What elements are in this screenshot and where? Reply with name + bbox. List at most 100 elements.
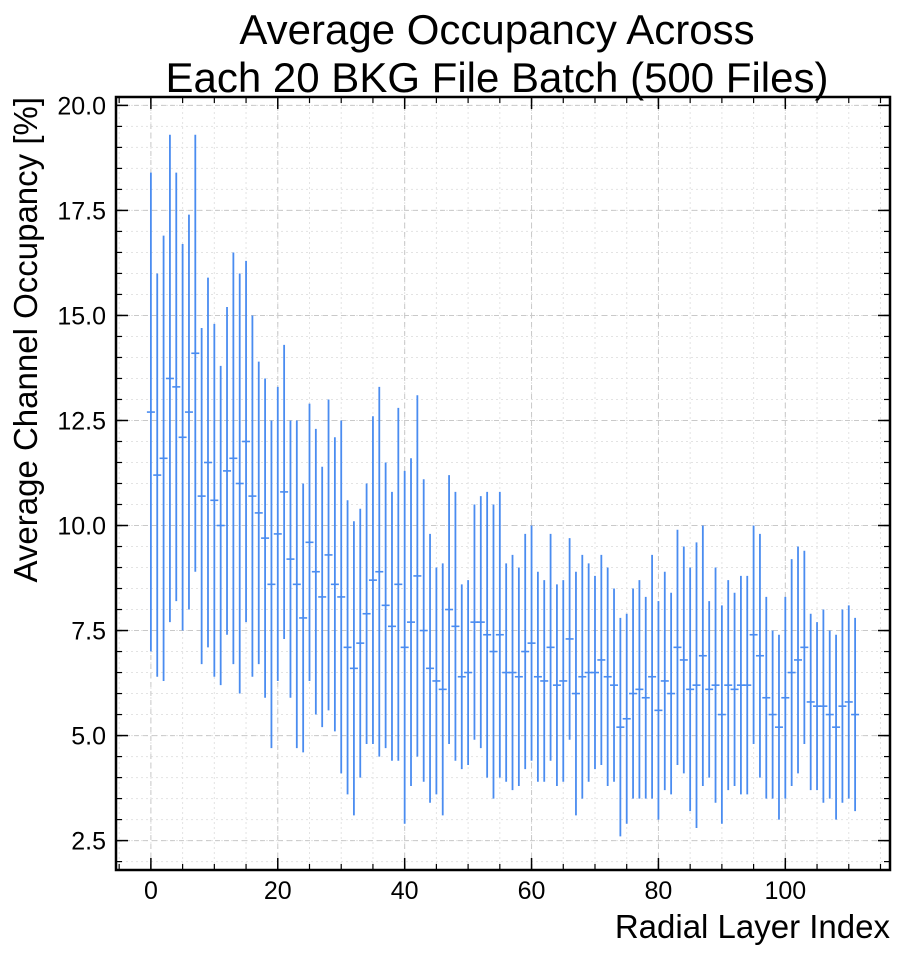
error-bar-point	[330, 437, 339, 732]
error-bar-point	[749, 525, 758, 744]
error-bar-point	[717, 605, 726, 824]
error-bar-point	[153, 273, 162, 677]
error-bar-point	[540, 580, 549, 782]
chart-title-line: Each 20 BKG File Batch (500 Files)	[166, 54, 829, 101]
error-bar-point	[375, 386, 384, 757]
error-bar-point	[483, 491, 492, 778]
error-bar-point	[730, 592, 739, 786]
error-bar-point	[419, 479, 428, 782]
x-tick-label: 80	[645, 877, 673, 905]
error-bar-point	[311, 428, 320, 715]
error-bar-point	[698, 525, 707, 786]
error-bar-point	[318, 466, 327, 728]
error-bar-point	[800, 550, 809, 744]
error-bar-point	[552, 584, 561, 786]
y-tick-label: 5.0	[71, 723, 106, 751]
error-bar-point	[438, 563, 447, 816]
error-bar-point	[660, 571, 669, 791]
error-bar-point	[400, 470, 409, 824]
x-tick-label: 20	[264, 877, 292, 905]
error-bar-point	[451, 491, 460, 761]
y-tick-label: 12.5	[57, 407, 106, 435]
error-bar-point	[368, 416, 377, 744]
error-bar-point	[178, 244, 187, 631]
error-bar-point	[844, 605, 853, 799]
chart-title-line: Average Occupancy Across	[239, 6, 754, 53]
error-bars	[146, 134, 860, 837]
y-tick-label: 7.5	[71, 618, 106, 646]
error-bar-point	[172, 172, 181, 602]
error-bar-point	[571, 571, 580, 816]
error-bar-point	[216, 365, 225, 686]
error-bar-point	[159, 235, 168, 681]
error-bar-point	[254, 361, 263, 665]
y-tick-label: 10.0	[57, 513, 106, 541]
error-bar-point	[381, 462, 390, 749]
x-tick-label: 0	[144, 877, 158, 905]
error-bar-point	[184, 214, 193, 610]
error-bar-point	[203, 277, 212, 648]
error-bar-point	[362, 483, 371, 744]
error-bar-point	[387, 491, 396, 761]
error-bar-point	[755, 533, 764, 778]
error-bar-point	[514, 567, 523, 786]
error-bar-point	[679, 546, 688, 774]
error-bar-point	[197, 328, 206, 665]
error-bar-point	[464, 580, 473, 765]
error-bar-point	[229, 252, 238, 665]
error-bar-point	[641, 596, 650, 799]
error-bar-point	[762, 596, 771, 799]
error-bar-point	[825, 630, 834, 799]
error-bar-point	[565, 538, 574, 740]
error-bar-point	[838, 609, 847, 803]
error-bar-point	[394, 407, 403, 761]
x-tick-label: 40	[391, 877, 419, 905]
error-bar-point	[489, 504, 498, 799]
error-bar-point	[851, 617, 860, 812]
error-bar-point	[280, 344, 289, 639]
error-bar-point	[286, 420, 295, 698]
error-bar-point	[768, 630, 777, 799]
error-bar-point	[235, 273, 244, 694]
error-bar-point	[781, 596, 790, 799]
chart-title: Average Occupancy Across Each 20 BKG File…	[166, 6, 829, 101]
error-bar-point	[292, 420, 301, 749]
error-bar-point	[191, 134, 200, 572]
error-bar-point	[724, 580, 733, 791]
error-bar-point	[299, 483, 308, 753]
error-bar-point	[165, 134, 174, 623]
error-bar-point	[774, 634, 783, 820]
y-axis-label: Average Channel Occupancy [%]	[7, 97, 44, 583]
error-bar-point	[648, 554, 657, 799]
error-bar-point	[324, 399, 333, 711]
axis-ticks	[116, 97, 890, 870]
error-bar-point	[635, 580, 644, 799]
error-bar-point	[686, 567, 695, 812]
error-bar-point	[590, 575, 599, 770]
error-bar-point	[578, 554, 587, 799]
error-bar-point	[457, 584, 466, 770]
y-tick-label: 15.0	[57, 302, 106, 330]
error-bar-point	[629, 588, 638, 799]
error-bar-point	[248, 315, 257, 677]
error-bar-point	[819, 609, 828, 803]
error-bar-point	[533, 571, 542, 782]
grid	[116, 97, 890, 870]
error-bar-point	[305, 403, 314, 681]
error-bar-point	[806, 613, 815, 791]
error-bar-point	[445, 475, 454, 744]
error-bar-point	[261, 378, 270, 698]
x-tick-label: 100	[764, 877, 806, 905]
error-bar-point	[495, 491, 504, 778]
error-bar-point	[692, 542, 701, 828]
x-tick-label: 60	[518, 877, 546, 905]
error-bar-point	[603, 567, 612, 786]
error-bar-point	[616, 617, 625, 837]
error-bar-point	[527, 525, 536, 761]
error-bar-point	[426, 533, 435, 803]
error-bar-point	[356, 508, 365, 778]
error-bar-point	[546, 533, 555, 761]
error-bar-point	[610, 588, 619, 782]
error-bar-point	[407, 458, 416, 786]
